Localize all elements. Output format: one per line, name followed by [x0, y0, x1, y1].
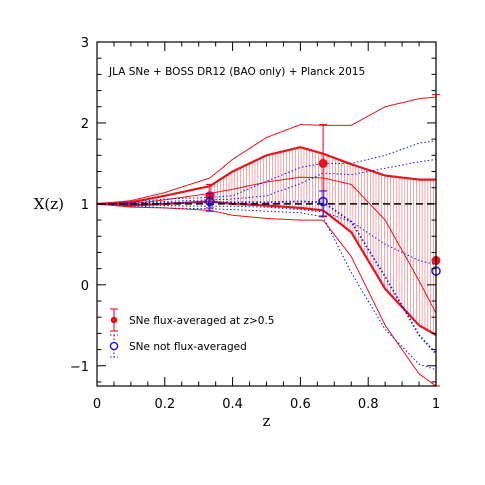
y-tick-label: 3 — [81, 36, 89, 51]
y-axis-label: X(z) — [34, 195, 64, 213]
legend-item-flux-averaged: SNe flux-averaged at z>0.5 — [110, 308, 274, 332]
legend-label-flux-averaged: SNe flux-averaged at z>0.5 — [129, 315, 274, 327]
blue-central-curve — [97, 200, 437, 355]
blue-outer-upper-curve — [96, 140, 437, 205]
legend: SNe flux-averaged at z>0.5 SNe not flux-… — [109, 308, 274, 358]
legend-marker-not-flux-averaged — [109, 341, 119, 351]
uncertainty-hatching — [208, 147, 434, 334]
x-tick-label: 0 — [93, 397, 101, 412]
y-tick-label: 0 — [81, 279, 89, 294]
red-point-1 — [318, 158, 328, 168]
legend-item-not-flux-averaged: SNe not flux-averaged — [109, 334, 247, 358]
x-tick-label: 1 — [432, 397, 440, 412]
blue-inner-lower-curve — [96, 203, 437, 266]
y-tick-label: −1 — [70, 360, 89, 375]
blue-point-0 — [205, 196, 215, 207]
blue-inner-upper-curve — [96, 158, 437, 205]
y-tick-label: 2 — [81, 117, 89, 132]
chart-annotation: JLA SNe + BOSS DR12 (BAO only) + Planck … — [108, 66, 365, 78]
x-tick-labels: 0 0.2 0.4 0.6 0.8 1 — [93, 397, 440, 412]
blue-point-1 — [318, 196, 328, 207]
red-outer-upper-curve — [96, 96, 437, 205]
x-tick-label: 0.6 — [290, 397, 311, 412]
y-tick-label: 1 — [81, 198, 89, 213]
red-inner-upper-curve — [96, 146, 436, 205]
y-tick-labels: −1 0 1 2 3 — [70, 36, 89, 375]
legend-label-not-flux-averaged: SNe not flux-averaged — [129, 341, 247, 353]
x-axis-label: z — [263, 412, 271, 430]
x-tick-label: 0.4 — [222, 397, 243, 412]
axis-ticks — [96, 41, 437, 386]
legend-marker-flux-averaged — [110, 316, 118, 324]
red-outer-lower-curve — [96, 203, 437, 387]
blue-outer-lower-curve — [96, 203, 437, 371]
x-tick-label: 0.2 — [154, 397, 175, 412]
plot-frame — [96, 41, 437, 387]
red-central-curve — [97, 176, 437, 314]
x-tick-label: 0.8 — [358, 397, 379, 412]
